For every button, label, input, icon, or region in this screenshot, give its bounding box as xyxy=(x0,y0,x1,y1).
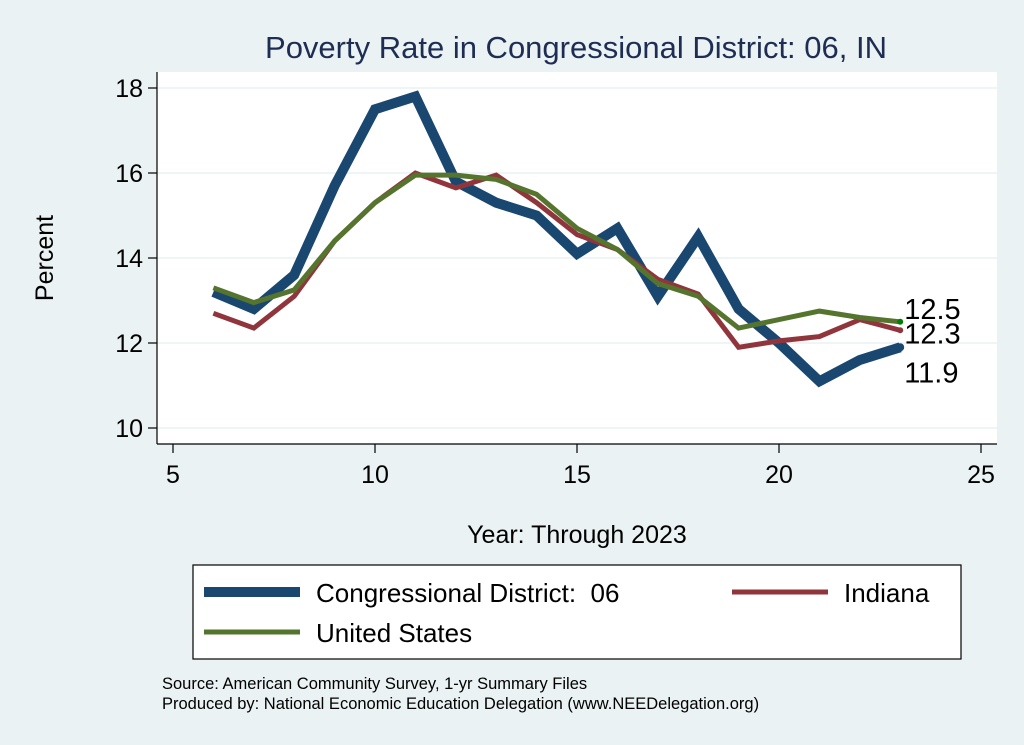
end-marker-united-states xyxy=(897,318,904,325)
y-axis: 10 12 14 16 18 xyxy=(115,72,158,444)
legend-label-congressional-district: Congressional District: 06 xyxy=(316,578,619,608)
legend-box xyxy=(192,564,962,660)
produced-by-note: Produced by: National Economic Education… xyxy=(162,695,759,713)
x-tick-label: 5 xyxy=(166,461,180,489)
legend: Congressional District: 06 Indiana Unite… xyxy=(192,564,962,660)
x-tick-label: 25 xyxy=(967,461,995,489)
y-tick-label: 18 xyxy=(115,75,143,103)
end-labels: 12.512.3 11.9 xyxy=(904,294,960,390)
x-tick-label: 10 xyxy=(361,461,389,489)
end-label-indiana: 12.3 xyxy=(904,318,960,350)
series-line-united-states xyxy=(212,172,901,331)
y-tick-label: 12 xyxy=(115,330,143,358)
legend-label-indiana: Indiana xyxy=(844,578,930,608)
end-marker-indiana xyxy=(897,327,904,334)
source-note: Source: American Community Survey, 1-yr … xyxy=(162,675,587,693)
legend-label-united-states: United States xyxy=(316,618,472,648)
x-tick-label: 15 xyxy=(563,461,591,489)
y-tick-label: 10 xyxy=(115,415,143,443)
x-axis: 5 10 15 20 25 xyxy=(157,443,997,489)
series-lines xyxy=(211,90,905,388)
end-label-congressional-district-06: 11.9 xyxy=(904,357,958,389)
end-label-united-states: 12.5 xyxy=(904,294,960,326)
y-axis-label: Percent xyxy=(31,215,59,301)
end-marker-congressional-district-06 xyxy=(896,343,905,352)
x-axis-label: Year: Through 2023 xyxy=(467,521,687,549)
chart-title: Poverty Rate in Congressional District: … xyxy=(265,30,887,65)
y-tick-label: 14 xyxy=(115,245,143,273)
y-tick-label: 16 xyxy=(115,160,143,188)
series-line-congressional-district-06 xyxy=(211,90,902,388)
x-tick-label: 20 xyxy=(765,461,793,489)
